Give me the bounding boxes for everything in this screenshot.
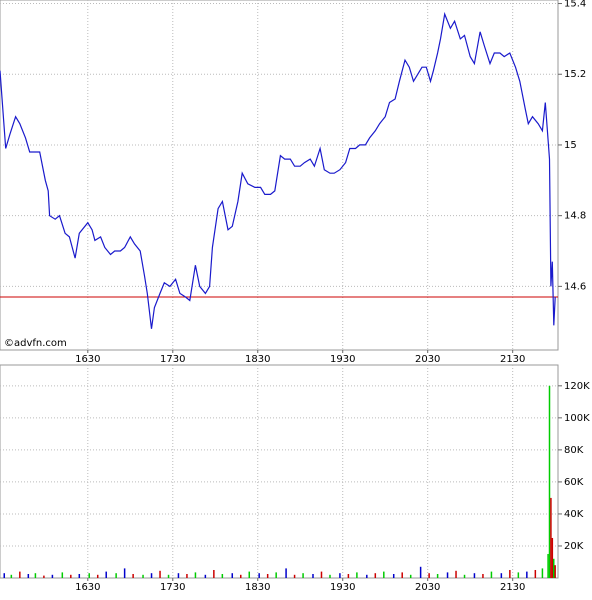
volume-bar: [43, 575, 45, 578]
volume-bar: [240, 574, 242, 578]
volume-bar: [150, 573, 153, 578]
volume-bar: [302, 573, 304, 578]
y-tick-label: 80K: [564, 445, 584, 456]
x-tick-label: 2130: [500, 354, 525, 365]
y-tick-label: 15.4: [564, 0, 586, 10]
price-line: [0, 11, 556, 329]
volume-bar: [541, 568, 544, 578]
volume-bar: [3, 573, 5, 578]
y-tick-label: 14.8: [564, 211, 586, 222]
plot-frame: [0, 0, 559, 351]
volume-bar: [383, 571, 385, 578]
volume-bar: [366, 574, 368, 578]
volume-bar: [339, 573, 341, 578]
volume-bar: [177, 573, 180, 578]
x-tick-label: 2030: [415, 354, 440, 365]
volume-bar: [419, 566, 422, 578]
plot-frame: [0, 364, 559, 579]
volume-bar: [115, 573, 117, 578]
x-tick-label: 2030: [415, 582, 440, 593]
volume-bar: [547, 553, 549, 578]
x-tick-label: 1630: [75, 354, 100, 365]
y-tick-label: 20K: [564, 541, 584, 552]
volume-bar: [320, 571, 323, 578]
volume-bar: [123, 568, 126, 578]
volume-bar: [534, 569, 537, 578]
volume-bar: [436, 573, 439, 578]
volume-bar: [517, 572, 520, 578]
y-tick-label: 100K: [564, 413, 590, 424]
volume-bar: [34, 573, 37, 578]
volume-bar: [293, 574, 296, 578]
volume-bar: [356, 572, 358, 578]
volume-bar: [392, 573, 395, 578]
volume-bar: [509, 569, 511, 578]
watermark: ©advfn.com: [4, 338, 67, 349]
volume-bar: [204, 574, 207, 578]
volume-bar: [482, 573, 484, 578]
x-tick-label: 1630: [75, 582, 100, 593]
y-tick-label: 14.6: [564, 281, 586, 292]
x-tick-label: 1930: [330, 354, 355, 365]
x-tick-label: 1730: [160, 354, 185, 365]
x-tick-label: 1730: [160, 582, 185, 593]
volume-bar: [374, 573, 377, 578]
volume-bar: [554, 565, 556, 578]
x-tick-label: 1830: [245, 582, 270, 593]
volume-bar: [548, 385, 551, 578]
y-tick-label: 15.2: [564, 69, 586, 80]
volume-bar: [312, 573, 314, 578]
volume-bar: [463, 574, 466, 578]
x-tick-label: 1930: [330, 582, 355, 593]
volume-bar: [51, 574, 54, 578]
volume-bar: [159, 570, 161, 578]
volume-bar: [78, 573, 81, 578]
volume-bar: [96, 574, 99, 578]
volume-bar: [132, 573, 134, 578]
volume-bar: [455, 570, 457, 578]
volume-bar: [231, 573, 234, 578]
volume-bar: [553, 558, 555, 578]
y-tick-label: 40K: [564, 509, 584, 520]
x-tick-label: 1830: [245, 354, 270, 365]
volume-bar: [105, 571, 107, 578]
volume-bar: [19, 571, 21, 578]
volume-bar: [194, 572, 197, 578]
volume-bar: [500, 573, 503, 578]
volume-bar: [88, 573, 90, 578]
volume-bar: [275, 572, 277, 578]
volume-bar: [526, 571, 528, 578]
x-tick-label: 2130: [500, 582, 525, 593]
volume-bar: [409, 574, 412, 578]
volume-bar: [10, 574, 13, 578]
volume-bar: [329, 574, 331, 578]
volume-bar: [186, 573, 188, 578]
volume-bar: [167, 574, 170, 578]
y-tick-label: 15: [564, 140, 577, 151]
volume-bar: [61, 572, 64, 578]
volume-bar: [285, 568, 287, 578]
volume-bar: [347, 573, 350, 578]
volume-bar: [428, 573, 430, 578]
volume-bar: [142, 574, 144, 578]
volume-bar: [550, 497, 552, 578]
volume-bar: [446, 572, 449, 578]
y-tick-label: 60K: [564, 477, 584, 488]
volume-bar: [258, 573, 260, 578]
volume-bar: [401, 572, 403, 578]
volume-bar: [490, 571, 493, 578]
volume-bar: [70, 574, 72, 578]
volume-bar: [266, 573, 269, 578]
volume-bar: [27, 573, 30, 578]
volume-bar: [473, 573, 476, 578]
volume-bar: [248, 571, 251, 578]
volume-bar: [221, 573, 224, 578]
y-tick-label: 120K: [564, 381, 590, 392]
volume-bar: [213, 569, 215, 578]
volume-bar: [551, 537, 554, 578]
